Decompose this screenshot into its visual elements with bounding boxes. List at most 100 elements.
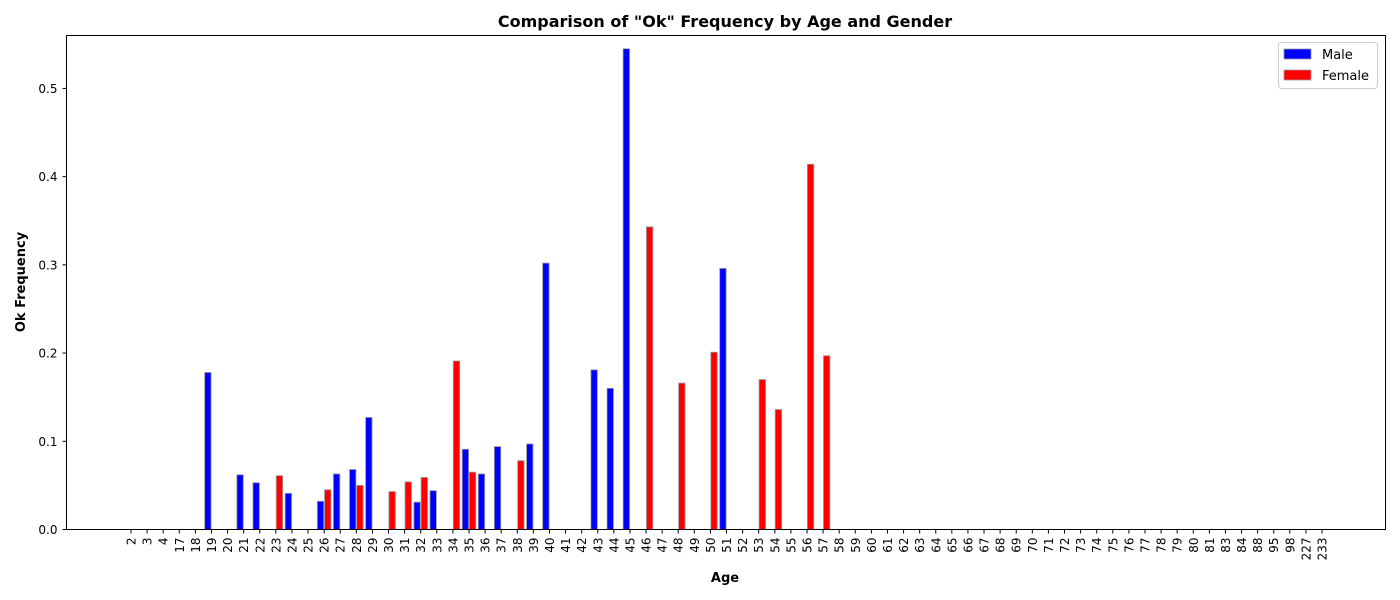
x-tick-label: 52 <box>736 538 750 553</box>
bar-male-age-29 <box>365 417 373 530</box>
x-tick-label: 45 <box>623 538 637 553</box>
x-axis-label: Age <box>711 571 739 586</box>
y-tick-label: 0.4 <box>38 170 57 184</box>
bar-female-age-50 <box>710 351 718 530</box>
plot-frame <box>66 35 1386 530</box>
x-tick-label: 62 <box>897 538 911 553</box>
x-tick-label: 77 <box>1138 538 1152 553</box>
x-tick-label: 84 <box>1235 538 1249 553</box>
y-tick-label: 0.0 <box>38 523 57 537</box>
x-tick-label: 18 <box>189 538 203 553</box>
x-tick-label: 60 <box>865 538 879 553</box>
bar-female-age-31 <box>404 481 412 530</box>
bar-female-age-56 <box>806 163 815 530</box>
x-tick-label: 49 <box>688 538 702 553</box>
x-tick-label: 69 <box>1010 538 1024 553</box>
x-tick-label: 26 <box>318 538 332 553</box>
x-tick-label: 72 <box>1058 538 1072 553</box>
x-tick-label: 27 <box>334 538 348 553</box>
bar-male-age-36 <box>477 473 486 530</box>
x-tick-label: 51 <box>720 538 734 553</box>
x-tick-label: 58 <box>833 538 847 553</box>
x-tick-label: 88 <box>1251 538 1265 553</box>
x-tick-label: 23 <box>269 538 283 553</box>
x-tick-label: 71 <box>1042 538 1056 553</box>
x-tick-label: 75 <box>1106 538 1120 553</box>
x-tick-label: 30 <box>382 538 396 553</box>
x-tick-label: 68 <box>994 538 1008 553</box>
x-tick-label: 83 <box>1219 538 1233 553</box>
bar-male-age-33 <box>429 490 437 530</box>
x-tick-label: 17 <box>173 538 187 553</box>
x-tick-label: 32 <box>414 538 428 553</box>
bar-male-age-24 <box>284 492 292 530</box>
y-tick-label: 0.5 <box>38 82 57 96</box>
x-tick-label: 44 <box>607 538 621 553</box>
bar-male-age-27 <box>333 473 341 530</box>
bar-female-age-30 <box>388 491 396 530</box>
bar-male-age-45 <box>622 48 630 530</box>
bar-male-age-19 <box>204 372 212 530</box>
x-tick-label: 98 <box>1283 538 1297 553</box>
legend: Male Female <box>1278 42 1378 89</box>
y-tick-label: 0.3 <box>38 258 57 272</box>
bar-female-age-48 <box>678 382 686 530</box>
bar-female-age-28 <box>356 484 364 530</box>
x-tick-label: 53 <box>752 538 766 553</box>
x-tick-label: 50 <box>704 538 718 553</box>
bar-male-age-22 <box>252 482 260 530</box>
x-tick-label: 21 <box>237 538 251 553</box>
y-axis-label: Ok Frequency <box>14 231 29 332</box>
x-tick-label: 59 <box>849 538 863 553</box>
x-tick-label: 40 <box>543 538 557 553</box>
x-tick-label: 48 <box>672 538 686 553</box>
bar-male-age-39 <box>526 443 534 530</box>
bar-male-age-51 <box>719 267 727 530</box>
x-tick-label: 33 <box>430 538 444 553</box>
x-tick-label: 46 <box>640 538 654 553</box>
bar-female-age-35 <box>468 471 477 530</box>
x-tick-label: 57 <box>817 538 831 553</box>
x-tick-label: 61 <box>881 538 895 553</box>
bar-female-age-38 <box>517 460 525 530</box>
legend-swatch-female <box>1283 69 1312 81</box>
x-tick-label: 47 <box>656 538 670 553</box>
x-tick-label: 73 <box>1074 538 1088 553</box>
bar-male-age-37 <box>493 446 502 530</box>
bars-layer <box>204 48 831 530</box>
bar-male-age-21 <box>236 474 244 530</box>
x-tick-label: 55 <box>784 538 798 553</box>
x-tick-label: 63 <box>913 538 927 553</box>
x-tick-label: 39 <box>527 538 541 553</box>
bar-female-age-34 <box>452 360 461 530</box>
x-axis-ticks: 2 3 4 17 18 19 20 21 22 23 24 25 26 27 28 29 30 31 32 33 34 3… <box>125 529 1330 561</box>
bar-female-age-54 <box>774 409 783 530</box>
bar-male-age-28 <box>349 469 357 530</box>
x-tick-label: 2 <box>125 538 139 546</box>
x-tick-label: 64 <box>929 538 943 553</box>
bar-female-age-57 <box>823 355 831 530</box>
x-tick-label: 35 <box>462 538 476 553</box>
x-tick-label: 227 <box>1299 538 1313 561</box>
bar-male-age-32 <box>413 501 421 530</box>
x-tick-label: 76 <box>1122 538 1136 553</box>
y-tick-label: 0.2 <box>38 347 57 361</box>
x-tick-label: 79 <box>1171 538 1185 553</box>
x-tick-label: 65 <box>945 538 959 553</box>
legend-swatch-male <box>1283 48 1312 60</box>
x-tick-label: 4 <box>157 538 171 546</box>
x-tick-label: 66 <box>961 538 975 553</box>
bar-male-age-43 <box>590 369 598 530</box>
x-tick-label: 37 <box>495 538 509 553</box>
y-tick-label: 0.1 <box>38 435 57 449</box>
x-tick-label: 70 <box>1026 538 1040 553</box>
bar-female-age-32 <box>420 477 428 530</box>
x-tick-label: 36 <box>479 538 493 553</box>
x-tick-label: 80 <box>1187 538 1201 553</box>
x-tick-label: 67 <box>978 538 992 553</box>
x-tick-label: 22 <box>253 538 267 553</box>
chart-title: Comparison of "Ok" Frequency by Age and … <box>498 12 952 31</box>
bar-male-age-44 <box>606 387 614 530</box>
x-tick-label: 38 <box>511 538 525 553</box>
x-tick-label: 74 <box>1090 538 1104 553</box>
